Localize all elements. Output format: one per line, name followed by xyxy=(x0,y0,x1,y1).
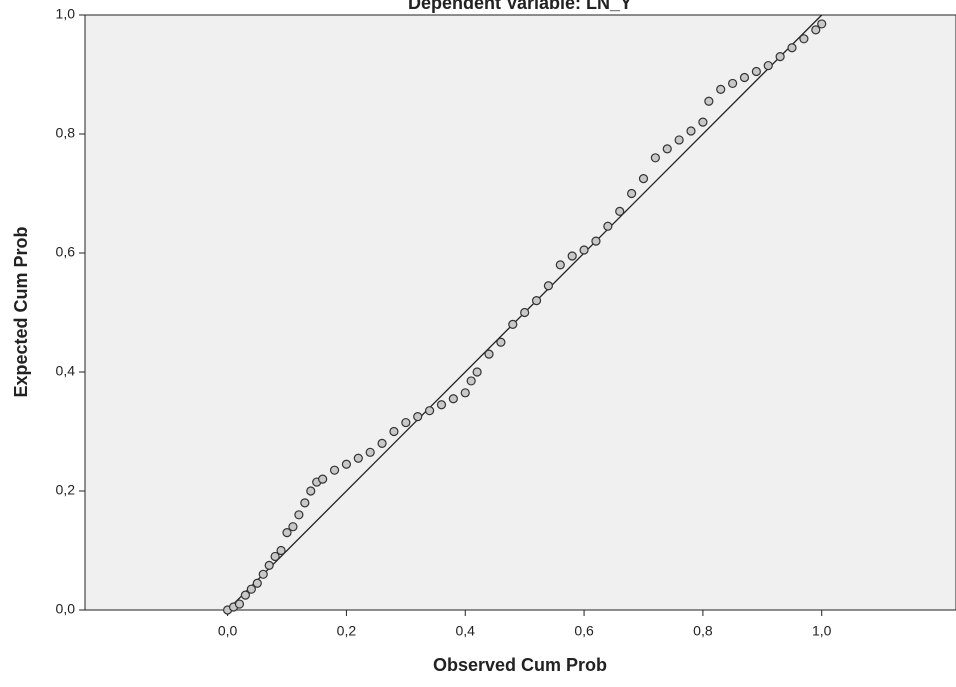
point xyxy=(270,551,280,562)
y-tick-label: 0,4 xyxy=(56,363,76,379)
point xyxy=(329,465,340,475)
point xyxy=(341,459,352,469)
point xyxy=(460,388,470,398)
point xyxy=(716,84,726,94)
point xyxy=(508,319,518,329)
point xyxy=(401,417,411,428)
y-tick-label: 0,8 xyxy=(56,125,76,141)
point xyxy=(365,447,375,457)
point xyxy=(306,486,316,496)
point xyxy=(520,307,530,318)
x-axis-label: Observed Cum Prob xyxy=(433,655,607,675)
point xyxy=(603,221,613,231)
point xyxy=(276,545,286,556)
point xyxy=(811,25,821,35)
point xyxy=(300,498,310,508)
point xyxy=(775,52,785,62)
point xyxy=(543,281,554,291)
point xyxy=(591,236,601,246)
x-tick-label: 0,8 xyxy=(693,623,713,639)
point xyxy=(817,19,827,29)
point xyxy=(751,66,761,77)
y-axis-label: Expected Cum Prob xyxy=(11,226,31,397)
point xyxy=(674,135,684,145)
x-tick-label: 0,4 xyxy=(456,623,476,639)
point xyxy=(448,394,458,404)
point xyxy=(389,426,399,437)
y-tick-label: 0,0 xyxy=(56,601,76,617)
point xyxy=(353,453,363,463)
point xyxy=(739,72,750,83)
chart-title: Dependent Variable: LN_Y xyxy=(408,0,632,13)
point xyxy=(240,590,251,600)
point xyxy=(466,376,476,386)
point xyxy=(377,438,387,448)
point xyxy=(704,96,714,106)
point xyxy=(567,251,577,261)
point xyxy=(728,78,738,89)
y-tick-label: 1,0 xyxy=(56,6,76,22)
point xyxy=(424,406,435,416)
x-tick-label: 1,0 xyxy=(812,623,832,639)
point xyxy=(288,522,298,532)
point xyxy=(799,34,809,44)
point xyxy=(436,400,447,410)
point xyxy=(686,126,696,136)
point xyxy=(472,367,482,377)
point xyxy=(650,153,660,163)
point xyxy=(246,584,256,594)
point xyxy=(627,188,637,199)
point xyxy=(282,528,292,538)
point xyxy=(318,474,328,484)
point xyxy=(234,599,245,609)
point xyxy=(294,510,304,520)
point xyxy=(484,349,494,359)
point xyxy=(787,43,797,53)
point xyxy=(264,560,274,570)
point xyxy=(555,260,565,270)
y-tick-label: 0,6 xyxy=(56,244,76,260)
point xyxy=(615,206,625,216)
point xyxy=(258,569,268,579)
point xyxy=(531,296,542,306)
point xyxy=(496,337,506,347)
x-tick-label: 0,6 xyxy=(574,623,594,639)
point xyxy=(252,578,262,588)
point xyxy=(763,60,773,71)
point xyxy=(698,117,708,127)
point xyxy=(662,144,672,154)
point xyxy=(579,245,589,255)
point xyxy=(638,174,649,184)
x-tick-label: 0,0 xyxy=(218,623,238,639)
point xyxy=(413,412,423,422)
x-tick-label: 0,2 xyxy=(337,623,357,639)
y-tick-label: 0,2 xyxy=(56,482,76,498)
